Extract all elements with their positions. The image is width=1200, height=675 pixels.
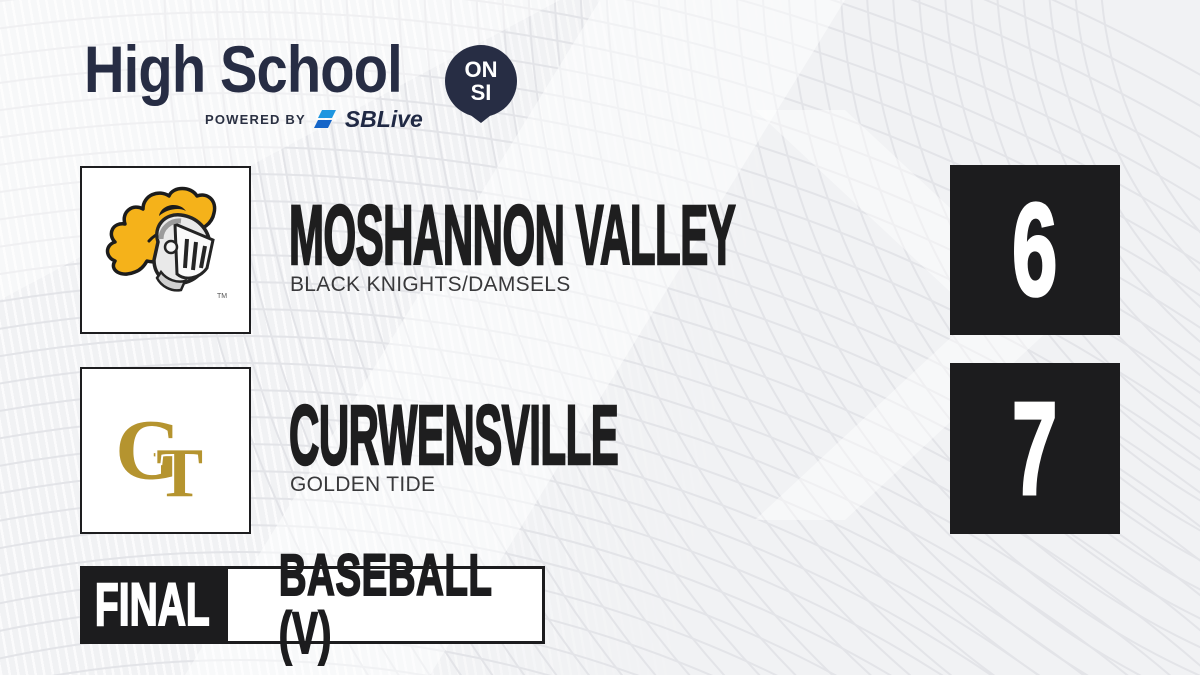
team2-score-box: 7 [950, 363, 1120, 534]
team1-logo-box: TM [80, 166, 251, 334]
pin-text-si: SI [471, 80, 492, 105]
trademark-text: TM [217, 293, 227, 300]
team1-score-box: 6 [950, 165, 1120, 335]
team2-logo-box: G T [80, 367, 251, 534]
sport-label: BASEBALL (V) [278, 543, 492, 666]
final-status-box: FINAL [80, 566, 225, 644]
team2-mascot: GOLDEN TIDE [290, 473, 436, 496]
team2-name: CURWENSVILLE [288, 388, 619, 482]
team1-score: 6 [1011, 176, 1058, 323]
team1-name: MOSHANNON VALLEY [288, 188, 736, 282]
final-status-label: FINAL [94, 571, 210, 638]
sblive-wordmark: SBLive [344, 106, 423, 132]
brand-wordmark: High School [84, 32, 403, 106]
team2-score: 7 [1011, 374, 1058, 522]
gt-monogram-logo: G T [115, 401, 205, 514]
sblive-logo-icon [313, 110, 336, 128]
knight-mascot-logo: TM [105, 186, 227, 300]
on-si-pin-icon: ON SI [445, 45, 517, 123]
pin-text-on: ON [465, 57, 498, 82]
powered-by-label: POWERED BY [205, 112, 306, 127]
team1-mascot: BLACK KNIGHTS/DAMSELS [290, 273, 571, 296]
monogram-letter-t: T [156, 434, 203, 512]
sport-box: BASEBALL (V) [225, 546, 545, 664]
monogram-letter-g: G [115, 401, 182, 497]
powered-by-row: POWERED BY SBLive [205, 106, 423, 133]
